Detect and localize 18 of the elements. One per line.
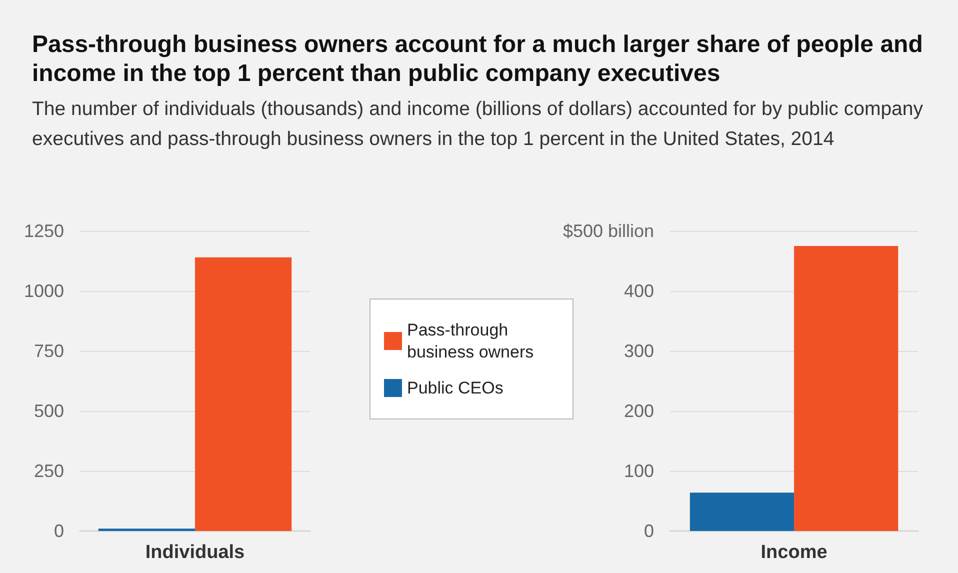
y-tick-label: 0: [644, 521, 654, 541]
x-tick-label: Individuals: [145, 542, 245, 563]
y-tick-label: $500 billion: [562, 221, 654, 241]
text: Pass-through business owners account for a much larger share of people and income in the top 1 percent than public company executives: [32, 30, 924, 88]
x-tick-label: Income: [760, 542, 828, 563]
y-tick-label: 100: [624, 461, 654, 481]
y-tick-label: 0: [54, 521, 64, 541]
y-tick-label: 200: [624, 401, 654, 421]
legend-label: Public CEOs: [407, 378, 504, 398]
y-tick-label: 1000: [24, 281, 64, 301]
y-tick-label: 1250: [24, 221, 64, 241]
text: The number of individuals (thousands) and income (billions of dollars) accounted for by public company executives and pass-through business owners in the top 1 percent in the United States, 2014: [32, 97, 924, 152]
y-tick-label: 400: [624, 281, 654, 301]
legend-label: Pass-through business owners: [407, 320, 534, 362]
y-tick-label: 750: [34, 341, 64, 361]
y-tick-label: 500: [34, 401, 64, 421]
y-tick-label: 250: [34, 461, 64, 481]
y-tick-label: 300: [624, 341, 654, 361]
